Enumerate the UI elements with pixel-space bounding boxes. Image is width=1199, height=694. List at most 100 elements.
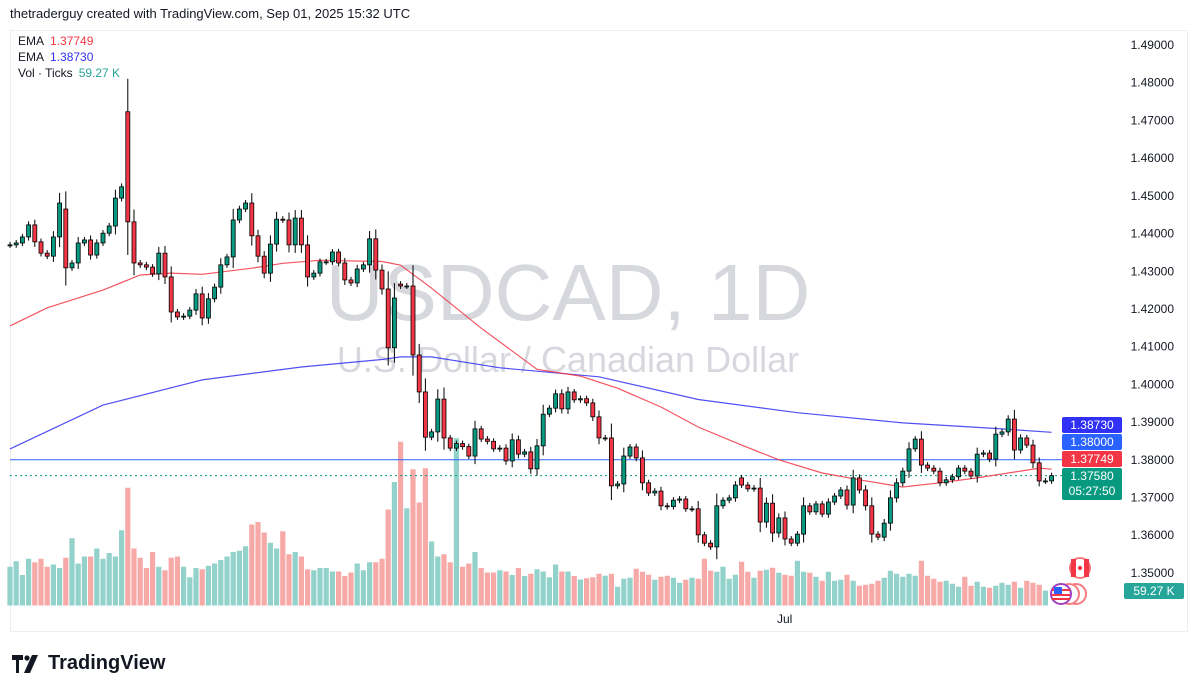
last-price-tag: 1.37580 05:27:50 — [1062, 468, 1122, 500]
candle-body — [224, 256, 230, 266]
candle-body — [1043, 480, 1048, 483]
volume-bar — [887, 570, 893, 606]
candle-body — [807, 505, 813, 513]
price-tick-label: 1.35000 — [1131, 566, 1175, 580]
candle-body — [1005, 418, 1011, 433]
candle-body — [342, 262, 348, 281]
volume-bar — [75, 563, 81, 606]
candle-body — [956, 467, 961, 478]
candle-body — [100, 232, 106, 244]
legend-ema-slow[interactable]: EMA 1.38730 — [18, 49, 120, 65]
volume-bar — [150, 552, 156, 606]
candle-body — [404, 285, 410, 288]
candle-body — [795, 533, 800, 544]
volume-bar — [398, 441, 404, 606]
candle-body — [13, 242, 19, 246]
candle-body — [329, 251, 335, 263]
candle-body — [131, 221, 137, 264]
candle-body — [590, 402, 596, 418]
price-tick-label: 1.42000 — [1131, 302, 1175, 316]
candle-body — [174, 311, 180, 318]
candle-body — [466, 446, 472, 457]
volume-bar — [695, 578, 701, 606]
price-tick-label: 1.41000 — [1131, 340, 1175, 354]
volume-bar — [81, 556, 87, 606]
volume-bar — [776, 572, 782, 606]
price-tick-label: 1.37000 — [1131, 491, 1175, 505]
volume-bar — [323, 568, 329, 606]
candle-body — [553, 393, 558, 409]
candle-body — [751, 487, 757, 490]
candle-body — [137, 262, 143, 266]
volume-bar — [912, 575, 918, 606]
candle-body — [88, 239, 93, 256]
volume-bar — [162, 570, 168, 606]
candle-body — [999, 431, 1005, 435]
candle-body — [987, 452, 992, 460]
tradingview-logo[interactable]: TradingView — [12, 652, 165, 675]
price-tick-label: 1.40000 — [1131, 377, 1175, 391]
volume-tag: 59.27 K — [1124, 583, 1184, 599]
us-flag-icon[interactable] — [1050, 583, 1072, 605]
volume-bar — [515, 568, 521, 606]
candle-body — [844, 489, 850, 506]
candle-body — [323, 261, 329, 264]
legend-value: 1.38730 — [50, 50, 94, 64]
candle-body — [19, 236, 25, 244]
last-price: 1.37580 — [1070, 469, 1114, 483]
volume-bar — [968, 585, 974, 606]
candle-body — [311, 272, 317, 278]
candle-body — [559, 393, 565, 410]
volume-bar — [125, 487, 131, 606]
canada-flag-icon[interactable] — [1069, 557, 1091, 579]
volume-bar — [652, 579, 658, 606]
volume-bar — [726, 578, 732, 606]
candle-body — [199, 293, 205, 319]
volume-bar — [187, 577, 193, 606]
candle-body — [212, 286, 218, 300]
candle-body — [950, 476, 955, 481]
candle-body — [894, 482, 899, 499]
volume-bar — [850, 580, 856, 606]
candle-body — [782, 517, 788, 540]
volume-bar — [497, 570, 503, 606]
volume-bar — [447, 562, 453, 606]
volume-bar — [819, 580, 825, 606]
candle-body — [32, 224, 38, 243]
candle-body — [298, 217, 304, 246]
volume-bar — [894, 573, 900, 606]
candle-body — [578, 398, 583, 401]
candle-body — [937, 470, 943, 484]
candle-body — [286, 219, 292, 246]
ema-fast-price-tag: 1.37749 — [1062, 451, 1122, 467]
price-axis[interactable]: 1.49000 1.48000 1.47000 1.46000 1.45000 1.440… — [1131, 38, 1175, 580]
price-tick-label: 1.36000 — [1131, 528, 1175, 542]
price-tick-label: 1.38000 — [1131, 453, 1175, 467]
chart-attribution: thetraderguy created with TradingView.co… — [10, 6, 411, 21]
volume-bar — [639, 571, 645, 606]
candle-body — [664, 505, 670, 508]
candle-body — [869, 505, 875, 535]
volume-bar — [590, 577, 596, 606]
legend-ema-fast[interactable]: EMA 1.37749 — [18, 33, 120, 49]
price-tick-label: 1.43000 — [1131, 264, 1175, 278]
candles — [7, 78, 1054, 560]
legend-volume[interactable]: Vol · Ticks 59.27 K — [18, 65, 120, 81]
candle-body — [57, 202, 62, 238]
candle-body — [974, 453, 980, 477]
overlay-lines — [9, 259, 1120, 488]
candle-body — [516, 439, 521, 455]
volume-bar — [193, 568, 199, 606]
volume-bar — [627, 577, 633, 606]
legend-label: EMA — [18, 50, 45, 64]
volume-bar — [1011, 581, 1017, 606]
candle-body — [745, 484, 751, 490]
volume-bar — [342, 576, 348, 606]
volume-bar — [1005, 584, 1011, 606]
volume-bar — [274, 548, 280, 606]
candle-body — [354, 268, 360, 284]
volume-bar — [906, 573, 912, 606]
volume-bar — [379, 558, 385, 606]
candle-body — [776, 517, 782, 534]
